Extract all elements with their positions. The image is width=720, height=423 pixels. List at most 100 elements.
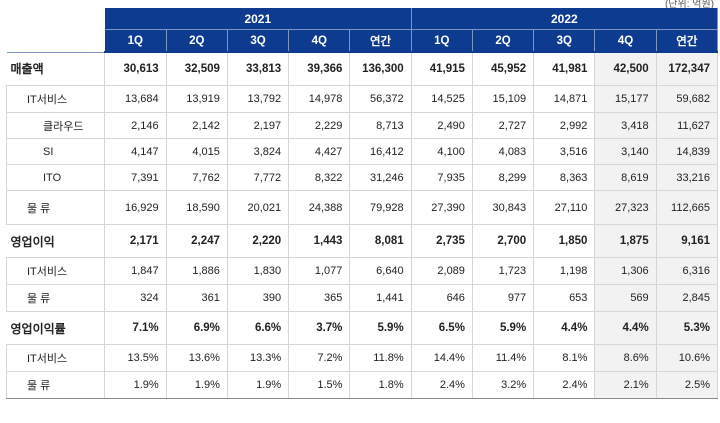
value-cell: 2,089 — [411, 257, 473, 285]
value-cell: 14,871 — [533, 85, 596, 113]
value-cell: 4.4% — [594, 311, 657, 345]
table-row: 매출액 30,613 32,509 33,813 39,366 136,300 41,915… — [6, 51, 719, 86]
value-cell: 2.1% — [594, 371, 657, 399]
value-cell: 3,140 — [594, 138, 657, 165]
value-cell: 59,682 — [656, 85, 719, 113]
value-cell: 1.9% — [104, 371, 167, 399]
value-cell: 79,928 — [349, 190, 412, 225]
value-cell: 3.7% — [288, 311, 351, 345]
row-label: 영업이익률 — [6, 311, 106, 345]
value-cell: 33,216 — [656, 164, 719, 191]
value-cell: 6.6% — [227, 311, 290, 345]
value-cell: 8,619 — [594, 164, 657, 191]
value-cell: 112,665 — [656, 190, 719, 225]
table-row: IT서비스 13.5% 13.6% 13.3% 7.2% 11.8% 14.4% 11.4% 8… — [5, 344, 719, 372]
value-cell: 41,981 — [533, 51, 596, 86]
value-cell: 20,021 — [227, 190, 290, 225]
value-cell: 10.6% — [656, 344, 719, 372]
row-label: 물 류 — [5, 371, 106, 399]
value-cell: 32,509 — [166, 51, 228, 86]
value-cell: 8,081 — [349, 224, 412, 258]
value-cell: 361 — [166, 284, 228, 312]
value-cell: 8.1% — [533, 344, 596, 372]
value-cell: 2.5% — [656, 371, 719, 399]
value-cell: 5.3% — [656, 311, 719, 345]
financial-table: 2021 2022 1Q 2Q 3Q 4Q 연간 1Q 2Q 3Q 4Q 연간 … — [5, 8, 719, 399]
row-label: 매출액 — [6, 51, 106, 86]
value-cell: 6,316 — [656, 257, 719, 285]
table-row: 영업이익 2,171 2,247 2,220 1,443 8,081 2,735 2,700 1… — [6, 224, 719, 258]
value-cell: 13.5% — [104, 344, 167, 372]
value-cell: 16,412 — [349, 138, 412, 165]
value-cell: 15,177 — [594, 85, 657, 113]
value-cell: 2.4% — [533, 371, 596, 399]
value-cell: 14.4% — [411, 344, 473, 372]
value-cell: 42,500 — [594, 51, 657, 86]
value-cell: 1.9% — [227, 371, 290, 399]
value-cell: 1.5% — [288, 371, 351, 399]
value-cell: 24,388 — [288, 190, 351, 225]
table-row: SI 4,147 4,015 3,824 4,427 16,412 4,100 4,083 3,… — [5, 138, 719, 165]
value-cell: 2,142 — [166, 112, 228, 139]
value-cell: 2,490 — [411, 112, 473, 139]
table-row: 물 류 1.9% 1.9% 1.9% 1.5% 1.8% 2.4% 3.2% 2.4% 2.1% 2… — [5, 371, 719, 399]
col-header: 1Q — [411, 29, 473, 53]
value-cell: 2,146 — [104, 112, 167, 139]
value-cell: 2,229 — [288, 112, 351, 139]
row-label: 물 류 — [5, 284, 106, 312]
row-label: IT서비스 — [5, 85, 106, 113]
value-cell: 2.4% — [411, 371, 473, 399]
value-cell: 41,915 — [411, 51, 473, 86]
value-cell: 136,300 — [349, 51, 412, 86]
value-cell: 4,083 — [472, 138, 535, 165]
value-cell: 11.4% — [472, 344, 535, 372]
table-row: 영업이익률 7.1% 6.9% 6.6% 3.7% 5.9% 6.5% 5.9% 4.4% 4.4… — [6, 311, 719, 345]
value-cell: 16,929 — [104, 190, 167, 225]
row-label: SI — [5, 138, 106, 165]
value-cell: 1,198 — [533, 257, 596, 285]
value-cell: 13.6% — [166, 344, 228, 372]
value-cell: 7.1% — [104, 311, 167, 345]
value-cell: 8,363 — [533, 164, 596, 191]
row-label: ITO — [5, 164, 106, 191]
year-header-2022: 2022 — [411, 8, 719, 30]
row-label: 클라우드 — [5, 112, 106, 139]
value-cell: 2,845 — [656, 284, 719, 312]
value-cell: 365 — [288, 284, 351, 312]
value-cell: 45,952 — [472, 51, 535, 86]
value-cell: 7,762 — [166, 164, 228, 191]
value-cell: 324 — [104, 284, 167, 312]
value-cell: 8.6% — [594, 344, 657, 372]
value-cell: 11.8% — [349, 344, 412, 372]
value-cell: 4,147 — [104, 138, 167, 165]
table-row: 물 류 16,929 18,590 20,021 24,388 79,928 27,390 3… — [5, 190, 719, 225]
row-label: IT서비스 — [5, 344, 106, 372]
value-cell: 2,992 — [533, 112, 596, 139]
value-cell: 2,171 — [104, 224, 167, 258]
row-label: 물 류 — [5, 190, 106, 225]
value-cell: 8,299 — [472, 164, 535, 191]
table-row: 물 류 324 361 390 365 1,441 646 977 653 569 2,845 — [5, 284, 719, 312]
value-cell: 1,443 — [288, 224, 351, 258]
value-cell: 7,935 — [411, 164, 473, 191]
value-cell: 1,830 — [227, 257, 290, 285]
value-cell: 13.3% — [227, 344, 290, 372]
value-cell: 27,110 — [533, 190, 596, 225]
value-cell: 2,197 — [227, 112, 290, 139]
value-cell: 39,366 — [288, 51, 351, 86]
value-cell: 1,077 — [288, 257, 351, 285]
value-cell: 646 — [411, 284, 473, 312]
value-cell: 1,441 — [349, 284, 412, 312]
row-label: IT서비스 — [5, 257, 106, 285]
value-cell: 6,640 — [349, 257, 412, 285]
col-header: 2Q — [472, 29, 535, 53]
table-row: IT서비스 13,684 13,919 13,792 14,978 56,372 14,52… — [5, 85, 719, 113]
value-cell: 3,516 — [533, 138, 596, 165]
value-cell: 1,886 — [166, 257, 228, 285]
value-cell: 56,372 — [349, 85, 412, 113]
value-cell: 1,723 — [472, 257, 535, 285]
value-cell: 4.4% — [533, 311, 596, 345]
value-cell: 18,590 — [166, 190, 228, 225]
value-cell: 2,247 — [166, 224, 228, 258]
value-cell: 390 — [227, 284, 290, 312]
